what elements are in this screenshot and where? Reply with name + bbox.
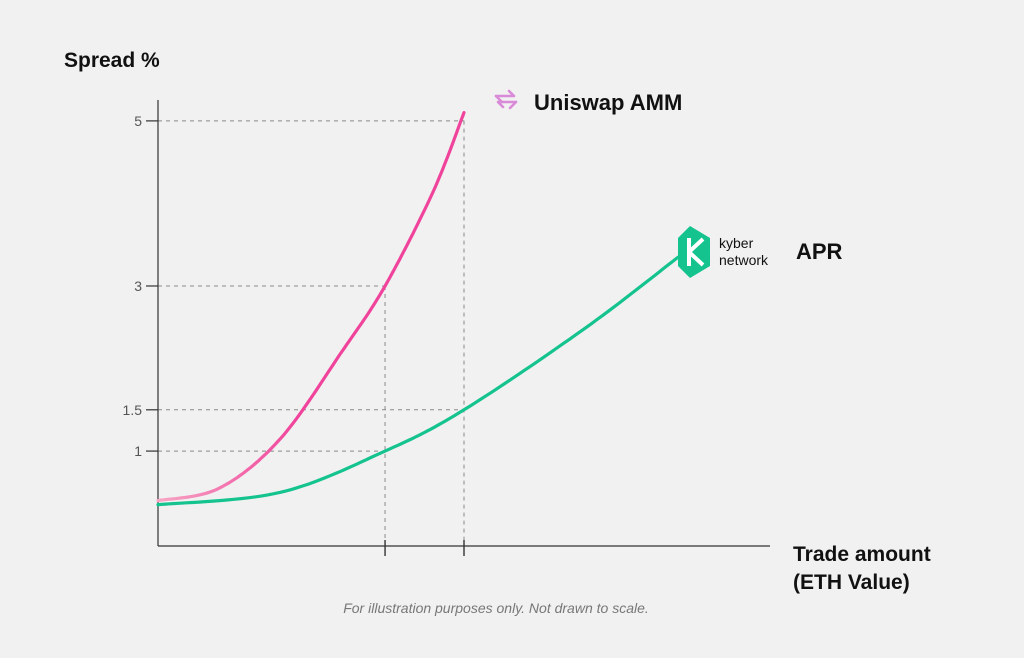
legend-uniswap-label: Uniswap AMM bbox=[534, 90, 682, 115]
y-tick-label-1: 3 bbox=[134, 278, 142, 294]
y-tick-label-3: 1 bbox=[134, 443, 142, 459]
y-tick-label-0: 5 bbox=[134, 113, 142, 129]
series-line-kyber bbox=[156, 255, 680, 507]
series-lines bbox=[156, 111, 680, 507]
series-line-uniswap bbox=[156, 111, 466, 503]
legend-uniswap: Uniswap AMM bbox=[494, 89, 682, 115]
y-ticks: 531.51 bbox=[123, 113, 158, 459]
kyber-brand-line-1: kyber bbox=[719, 235, 754, 251]
y-tick-label-2: 1.5 bbox=[123, 402, 143, 418]
y-axis-title: Spread % bbox=[64, 49, 160, 72]
uniswap-swap-icon bbox=[494, 89, 518, 110]
legend-kyber: kyber network APR bbox=[678, 226, 843, 278]
legend-apr-label: APR bbox=[796, 239, 843, 264]
guide-lines bbox=[158, 112, 465, 546]
x-markers bbox=[384, 540, 465, 556]
kyber-brand-line-2: network bbox=[719, 252, 769, 268]
x-axis-title-line-2: (ETH Value) bbox=[793, 571, 910, 594]
kyber-network-logo-icon bbox=[678, 226, 710, 278]
footnote: For illustration purposes only. Not draw… bbox=[343, 600, 649, 616]
x-axis-title-line-1: Trade amount bbox=[793, 543, 931, 566]
